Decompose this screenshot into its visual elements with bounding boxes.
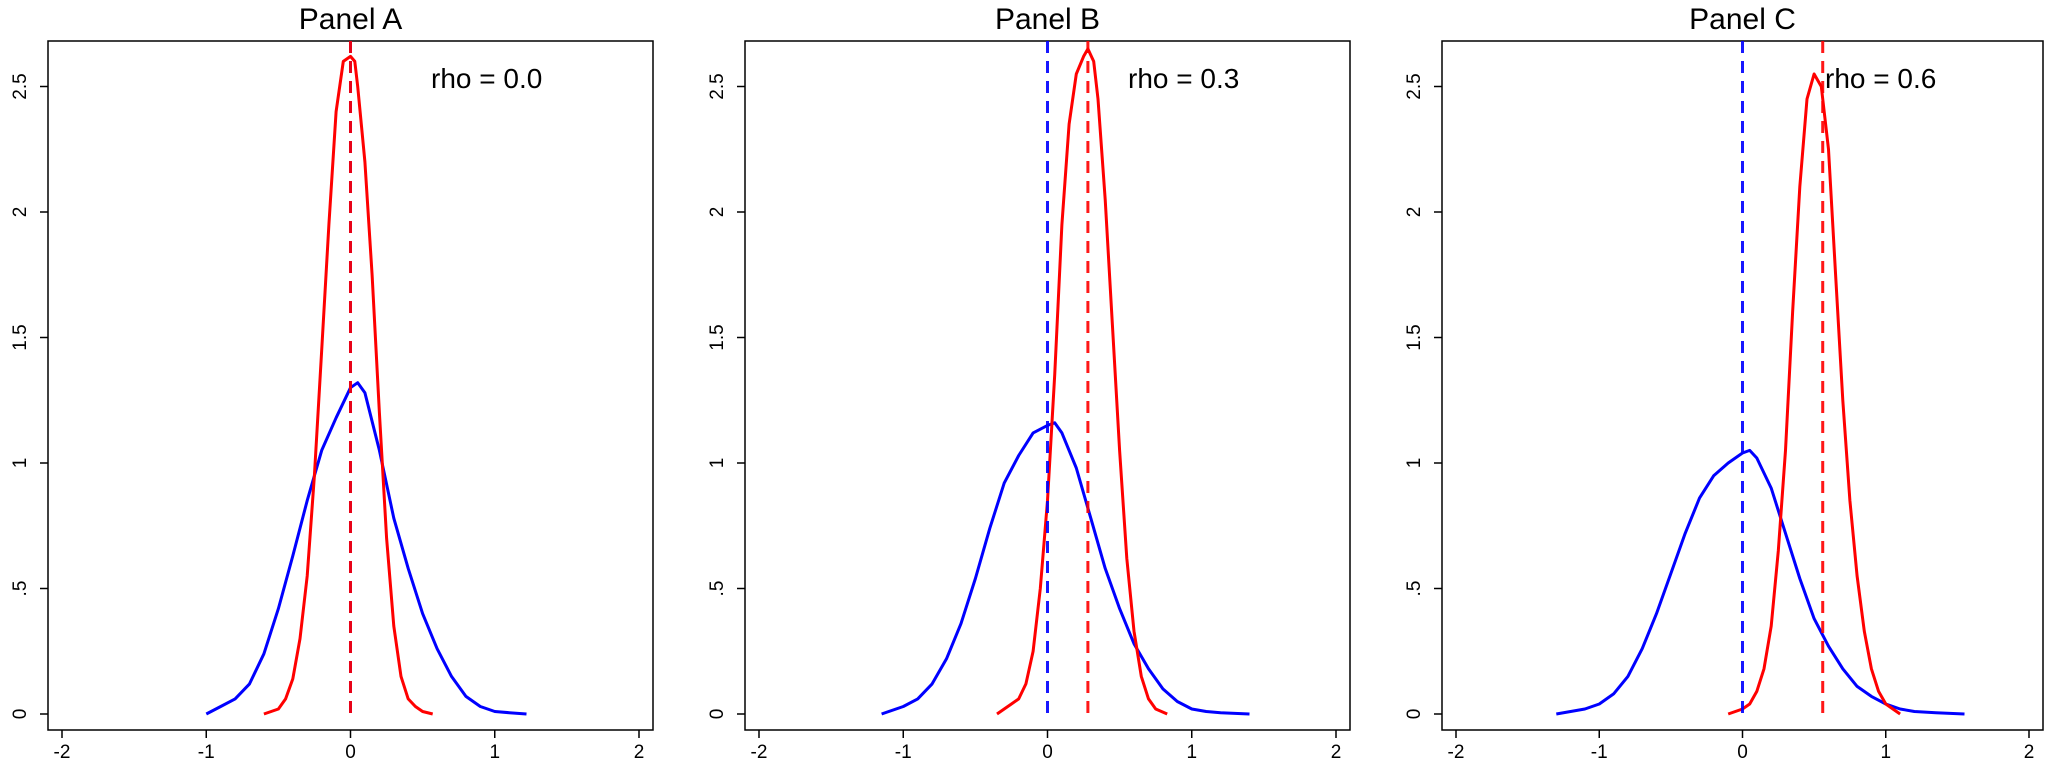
density-curve-red (1727, 72, 1901, 716)
y-tick-label: 2.5 (10, 73, 31, 99)
x-tick-label: 1 (1186, 742, 1197, 763)
y-tick-label: 1 (707, 458, 728, 469)
x-tick-label: 1 (489, 742, 500, 763)
panel-title: Panel C (1689, 3, 1796, 36)
y-tick-label: 2.5 (707, 73, 728, 99)
rho-annotation: rho = 0.0 (431, 63, 542, 94)
panel-title: Panel A (299, 3, 402, 36)
x-tick-label: 2 (634, 742, 645, 763)
rho-annotation: rho = 0.3 (1128, 63, 1239, 94)
density-curve-red (996, 47, 1168, 716)
y-tick-label: 1.5 (707, 324, 728, 350)
rho-annotation: rho = 0.6 (1825, 63, 1936, 94)
x-tick-label: -1 (198, 742, 215, 763)
y-tick-label: 2 (1404, 207, 1425, 218)
x-tick-label: -2 (1448, 742, 1465, 763)
y-tick-label: 1 (10, 458, 31, 469)
x-tick-label: 0 (345, 742, 356, 763)
x-tick-label: -1 (1591, 742, 1608, 763)
y-tick-label: 1 (1404, 458, 1425, 469)
y-tick-label: 1.5 (1404, 324, 1425, 350)
panel-title: Panel B (995, 3, 1100, 36)
x-tick-label: 0 (1737, 742, 1748, 763)
panel-b: Panel B -2 -1 0 1 2 0 .5 1 1.5 2 2.5 rho = 0.3 (707, 3, 1351, 763)
panel-c: Panel C -2 -1 0 1 2 0 .5 1 1.5 2 2.5 rho = 0.6 (1404, 3, 2044, 763)
panel-a: Panel A -2 -1 0 1 2 0 .5 1 1.5 2 2.5 rho = 0.0 (10, 3, 654, 763)
x-tick-label: 2 (1331, 742, 1342, 763)
x-tick-label: 1 (1880, 742, 1891, 763)
y-tick-label: .5 (10, 581, 31, 597)
density-curve-blue (205, 381, 527, 716)
y-tick-label: 0 (1404, 709, 1425, 720)
y-tick-label: 0 (10, 709, 31, 720)
y-tick-label: 1.5 (10, 324, 31, 350)
y-tick-label: 2 (10, 207, 31, 218)
density-curve-blue (881, 421, 1250, 716)
y-tick-label: 2.5 (1404, 73, 1425, 99)
density-curve-red (263, 54, 434, 716)
x-tick-label: 2 (2024, 742, 2035, 763)
x-tick-label: -2 (751, 742, 768, 763)
x-tick-label: -2 (54, 742, 71, 763)
density-curve-blue (1556, 448, 1965, 716)
y-tick-label: .5 (707, 581, 728, 597)
x-tick-label: 0 (1042, 742, 1053, 763)
y-tick-label: 2 (707, 207, 728, 218)
y-tick-label: 0 (707, 709, 728, 720)
x-tick-label: -1 (895, 742, 912, 763)
y-tick-label: .5 (1404, 581, 1425, 597)
